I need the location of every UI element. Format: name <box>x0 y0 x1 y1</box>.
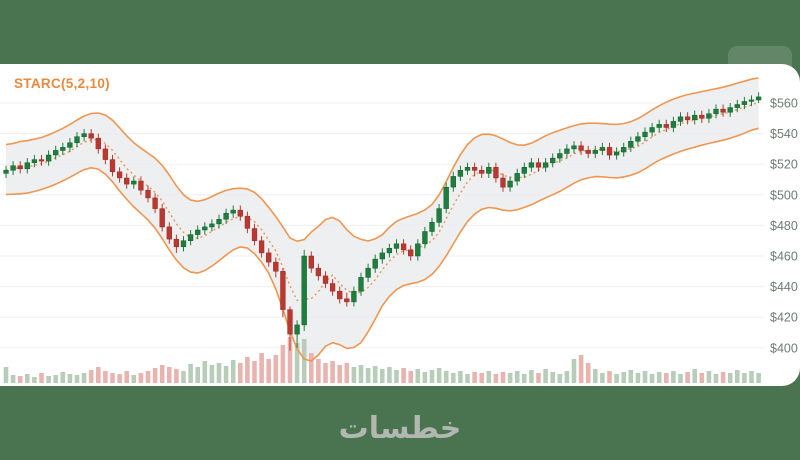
svg-text:$560: $560 <box>770 97 798 111</box>
volume-bars <box>3 337 761 383</box>
svg-text:$440: $440 <box>770 280 798 294</box>
svg-text:$480: $480 <box>770 219 798 233</box>
svg-text:$460: $460 <box>770 250 798 264</box>
watermark-text: خطسات <box>338 411 462 446</box>
price-axis-labels: $560 $540 $520 $500 $480 $460 $440 $420 $400 <box>770 97 798 356</box>
starc-band-lower <box>5 127 759 362</box>
svg-text:$520: $520 <box>770 158 798 172</box>
svg-text:$400: $400 <box>770 341 798 355</box>
starc-midline <box>5 101 759 302</box>
indicator-label: STARC(5,2,10) <box>14 76 110 91</box>
starc-band-upper <box>5 77 759 242</box>
svg-text:$420: $420 <box>770 311 798 325</box>
price-chart-svg[interactable]: $560 $540 $520 $500 $480 $460 $440 $420 $400 <box>0 64 800 386</box>
svg-text:$540: $540 <box>770 127 798 141</box>
svg-text:$500: $500 <box>770 188 798 202</box>
starc-band-fill <box>6 77 759 362</box>
candles <box>3 92 762 351</box>
